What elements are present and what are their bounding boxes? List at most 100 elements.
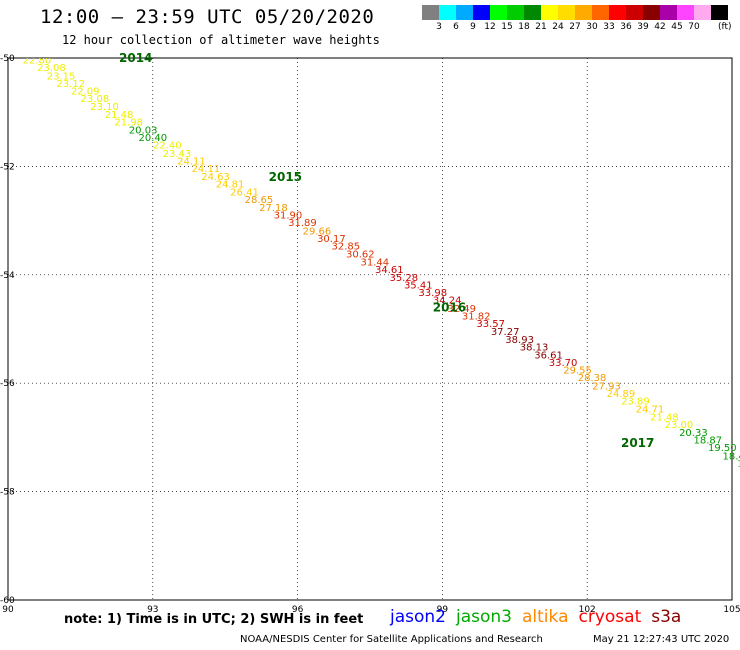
x-tick-label: 90 <box>2 605 14 615</box>
time-marker-label: 2017 <box>621 436 654 450</box>
wave-height-label: 22.40 <box>153 141 182 152</box>
wave-height-label: 24.63 <box>201 172 230 183</box>
wave-height-label: 38.93 <box>505 335 534 346</box>
x-tick-label: 105 <box>723 605 740 615</box>
wave-height-label: 20.40 <box>138 133 167 144</box>
wave-height-label: 34.61 <box>375 265 404 276</box>
color-scale-tick: 33 <box>603 22 615 32</box>
plot-frame <box>7 57 733 601</box>
color-swatch <box>643 5 660 20</box>
wave-height-label: 20.33 <box>679 428 708 439</box>
wave-height-label: 32.49 <box>447 304 476 315</box>
color-scale-tick: 15 <box>501 22 513 32</box>
color-scale-tick: 24 <box>552 22 564 32</box>
footer-note: note: 1) Time is in UTC; 2) SWH is in fe… <box>64 612 364 627</box>
color-scale-tick: 21 <box>535 22 547 32</box>
legend-entry-jason2: jason2 <box>390 607 446 627</box>
color-scale-tick: 12 <box>484 22 496 32</box>
color-swatch <box>609 5 626 20</box>
color-swatch <box>422 5 439 20</box>
color-swatch <box>541 5 558 20</box>
x-tick-label: 99 <box>437 605 449 615</box>
wave-height-label: 36.61 <box>534 350 563 361</box>
color-scale-tick: 39 <box>637 22 649 32</box>
wave-height-label: 23.89 <box>621 397 650 408</box>
color-swatch <box>660 5 677 20</box>
color-swatch <box>439 5 456 20</box>
wave-height-label: 30.17 <box>317 234 346 245</box>
satellite-legend: jason2 jason3 altika cryosat s3a <box>390 607 691 627</box>
legend-entry-s3a: s3a <box>651 607 682 627</box>
wave-height-label: 24.81 <box>216 180 245 191</box>
color-scale-tick: 36 <box>620 22 632 32</box>
wave-height-label: 20.03 <box>129 126 158 137</box>
color-swatch <box>558 5 575 20</box>
wave-height-label: 35.41 <box>404 281 433 292</box>
time-marker-label: 2014 <box>119 51 152 65</box>
wave-height-label: 32.85 <box>332 242 361 253</box>
wave-height-label: 33.57 <box>476 319 505 330</box>
color-swatch <box>490 5 507 20</box>
y-tick-label: -54 <box>0 271 15 281</box>
credit-line: NOAA/NESDIS Center for Satellite Applica… <box>240 634 543 645</box>
wave-height-label: 23.08 <box>37 63 66 74</box>
wave-height-label: 26.41 <box>230 187 259 198</box>
chart-subtitle: 12 hour collection of altimeter wave hei… <box>62 33 380 47</box>
color-swatch <box>694 5 711 20</box>
wave-height-label: 23.00 <box>665 420 694 431</box>
color-scale-tick: 70 <box>688 22 700 32</box>
wave-height-label: 27.18 <box>259 203 288 214</box>
wave-height-label: 38.13 <box>520 342 549 353</box>
wave-height-label: 27.93 <box>592 381 621 392</box>
wave-height-label: 22.09 <box>71 87 100 98</box>
legend-entry-jason3: jason3 <box>456 607 512 627</box>
color-scale-tick: 18 <box>518 22 530 32</box>
wave-height-label: 29.66 <box>303 226 332 237</box>
wave-height-label: 28.38 <box>578 373 607 384</box>
time-marker-label: 2015 <box>269 170 302 184</box>
y-tick-label: -60 <box>0 596 15 606</box>
wave-height-label: 22.80 <box>23 56 52 67</box>
color-swatch <box>456 5 473 20</box>
y-tick-label: -50 <box>0 54 15 64</box>
color-scale-tick: 42 <box>654 22 666 32</box>
wave-height-label: 37.27 <box>491 327 520 338</box>
color-scale-tick: 6 <box>453 22 459 32</box>
color-scale-tick: 30 <box>586 22 598 32</box>
color-swatch <box>711 5 728 20</box>
wave-height-label: 23.15 <box>47 71 76 82</box>
data-points-group: 22.8023.0823.1523.1222.0923.0823.1021.48… <box>23 56 740 470</box>
wave-height-label: 31.82 <box>462 311 491 322</box>
x-tick-label: 102 <box>579 605 596 615</box>
y-tick-label: -58 <box>0 488 15 498</box>
wave-height-label: 21.48 <box>105 110 134 121</box>
legend-entry-altika: altika <box>522 607 569 627</box>
chart-title: 12:00 – 23:59 UTC 05/20/2020 <box>40 6 375 28</box>
color-scale-tick: 3 <box>436 22 442 32</box>
wave-height-label: 21.98 <box>114 117 143 128</box>
time-marker-label: 2016 <box>433 300 466 314</box>
wave-height-label: 33.98 <box>418 288 447 299</box>
color-swatch <box>507 5 524 20</box>
wave-height-label: 23.10 <box>90 102 119 113</box>
wave-height-label: 23.08 <box>81 94 110 105</box>
wave-height-label: 33.70 <box>549 358 578 369</box>
color-swatch <box>473 5 490 20</box>
wave-height-label: 24.71 <box>636 405 665 416</box>
wave-height-label: 18.87 <box>694 436 723 447</box>
y-tick-label: -56 <box>0 379 15 389</box>
color-swatch <box>626 5 643 20</box>
wave-height-label: 31.90 <box>274 211 303 222</box>
color-swatch <box>575 5 592 20</box>
wave-height-label: 28.65 <box>245 195 274 206</box>
wave-height-label: 35.28 <box>389 273 418 284</box>
generation-timestamp: May 21 12:27:43 UTC 2020 <box>593 634 730 645</box>
wave-height-label: 31.44 <box>361 257 390 268</box>
x-tick-label: 96 <box>292 605 304 615</box>
legend-entry-cryosat: cryosat <box>578 607 642 627</box>
wave-height-label: 24.11 <box>192 164 221 175</box>
color-scale-tick: 27 <box>569 22 581 32</box>
wave-height-label: 31.89 <box>288 218 317 229</box>
wave-height-label: 29.55 <box>563 366 592 377</box>
